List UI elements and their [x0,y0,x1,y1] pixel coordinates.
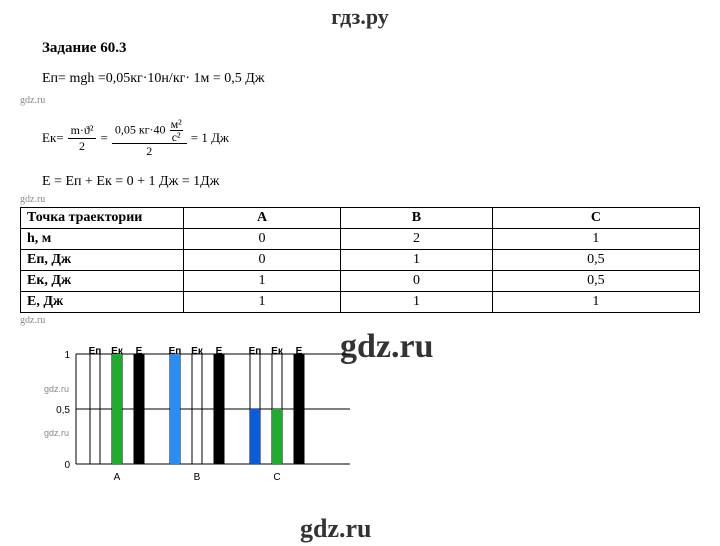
cell: 1 [341,250,493,271]
cell: 0,5 [492,271,699,292]
svg-text:gdz.ru: gdz.ru [44,428,69,438]
ek-frac2: 0,05 кг·40 м² с² 2 [112,118,187,158]
table-row: E, Дж 1 1 1 [21,292,700,313]
th-3: C [492,208,699,229]
task-title: Задание 60.3 [42,40,720,57]
svg-text:C: C [273,472,280,483]
cell: Eк, Дж [21,271,184,292]
table-header-row: Точка траектории A B C [21,208,700,229]
cell: 1 [492,292,699,313]
watermark-small-2: gdz.ru [20,194,720,205]
ek-frac2-num-a: 0,05 кг·40 [115,122,166,136]
svg-text:Е: Е [296,346,303,357]
svg-text:A: A [114,472,121,483]
ek-label: Ек= [42,130,64,146]
svg-text:Ек: Ек [191,346,204,357]
svg-text:0: 0 [64,460,70,471]
ek-unit-frac: м² с² [170,118,183,143]
ek-unit-den: с² [171,131,182,143]
formula-e: E = Eп + Ек = 0 + 1 Дж = 1Дж [42,174,720,190]
watermark-small-1: gdz.ru [20,95,720,106]
th-0: Точка траектории [21,208,184,229]
th-1: A [184,208,341,229]
cell: 1 [492,229,699,250]
svg-text:Еп: Еп [249,346,262,357]
svg-text:0,5: 0,5 [56,405,70,416]
formula-ek: Ек= m·ϑ² 2 = 0,05 кг·40 м² с² 2 = 1 Дж [42,118,720,158]
cell: 0,5 [492,250,699,271]
watermark-small-3: gdz.ru [20,315,720,326]
svg-text:Ек: Ек [111,346,124,357]
svg-text:1: 1 [64,350,70,361]
ek-frac2-num: 0,05 кг·40 м² с² [112,118,187,144]
cell: 1 [341,292,493,313]
cell: 1 [184,292,341,313]
table-row: Eп, Дж 0 1 0,5 [21,250,700,271]
cell: 0 [184,229,341,250]
svg-text:Еп: Еп [169,346,182,357]
cell: Eп, Дж [21,250,184,271]
cell: h, м [21,229,184,250]
cell: 2 [341,229,493,250]
energy-chart: 0 0,5 1 Еп Ек Е A Еп Ек Е B Еп Ек Е Cgdz.ru gdz.ru [40,344,360,484]
cell: 0 [184,250,341,271]
cell: 1 [184,271,341,292]
ek-eq1: = [100,130,107,146]
watermark-bottom: gdz.ru [300,514,372,544]
ek-frac1-num: m·ϑ² [68,123,97,138]
svg-text:Е: Е [216,346,223,357]
cell: E, Дж [21,292,184,313]
th-2: B [341,208,493,229]
ek-frac1-den: 2 [76,139,88,153]
svg-text:Ек: Ек [271,346,284,357]
svg-text:Е: Е [136,346,143,357]
chart-svg: 0 0,5 1 Еп Ек Е A Еп Ек Е B Еп Ек Е Cgdz.ru gdz.ru [40,344,360,484]
table-row: h, м 0 2 1 [21,229,700,250]
svg-text:gdz.ru: gdz.ru [44,384,69,394]
table-row: Eк, Дж 1 0 0,5 [21,271,700,292]
ek-result: = 1 Дж [191,130,229,146]
ek-frac2-den: 2 [143,144,155,158]
formula-ep: Eп= mgh =0,05кг·10н/кг· 1м = 0,5 Дж [42,71,720,87]
cell: 0 [341,271,493,292]
svg-text:B: B [194,472,201,483]
energy-table: Точка траектории A B C h, м 0 2 1 Eп, Дж… [20,207,700,313]
site-title: гдз.ру [0,0,720,30]
ek-frac1: m·ϑ² 2 [68,123,97,153]
svg-text:Еп: Еп [89,346,102,357]
